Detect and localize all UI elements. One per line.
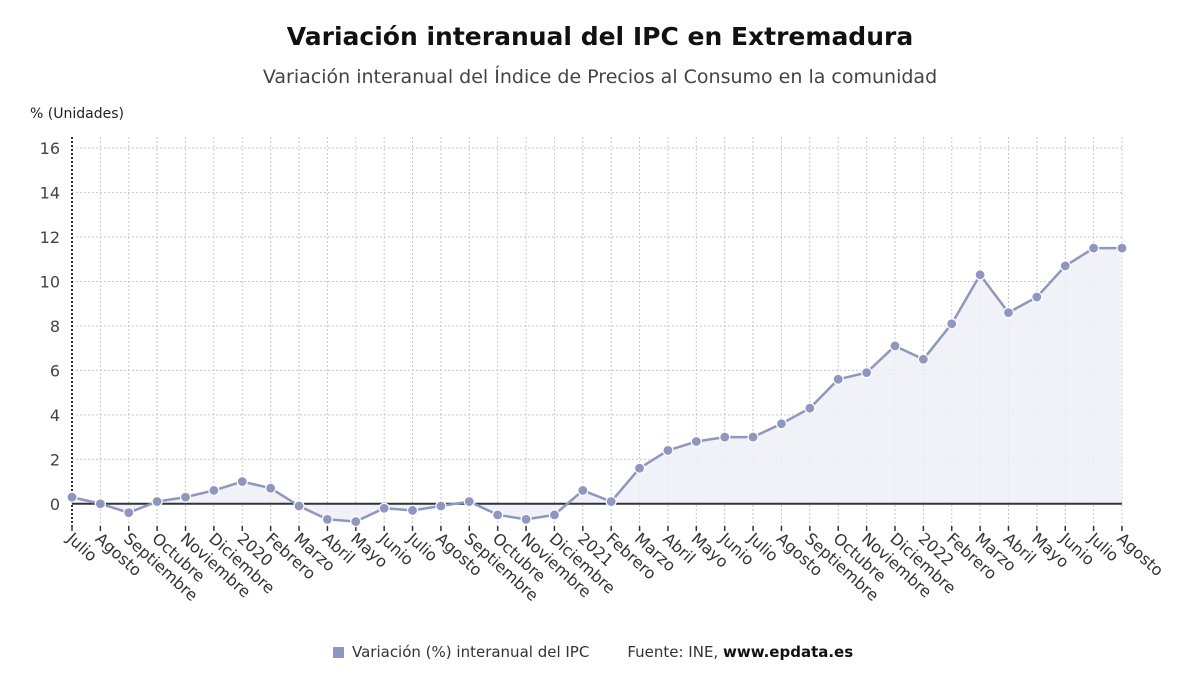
data-point bbox=[94, 498, 106, 510]
data-point bbox=[804, 402, 816, 414]
y-tick-label: 0 bbox=[50, 495, 60, 514]
data-point bbox=[350, 515, 362, 528]
data-point bbox=[151, 495, 163, 508]
data-point bbox=[123, 507, 135, 519]
series-area bbox=[72, 248, 1122, 522]
data-point bbox=[577, 484, 589, 497]
data-point bbox=[832, 373, 844, 385]
y-tick-label: 10 bbox=[40, 272, 60, 291]
data-point bbox=[1116, 242, 1128, 254]
data-point bbox=[265, 482, 277, 494]
data-point bbox=[1088, 242, 1100, 254]
x-tick-labels: JulioAgostoSeptiembreOctubreNoviembreDic… bbox=[63, 528, 1168, 605]
legend-label: Variación (%) interanual del IPC bbox=[352, 643, 590, 661]
data-point bbox=[775, 418, 788, 430]
y-tick-label: 14 bbox=[40, 184, 60, 203]
data-point bbox=[463, 495, 475, 508]
axis-layer bbox=[71, 137, 1123, 531]
data-point bbox=[321, 513, 334, 525]
legend: Variación (%) interanual del IPC Fuente:… bbox=[333, 643, 853, 661]
source-prefix: Fuente: INE, bbox=[627, 643, 719, 661]
y-tick-label: 12 bbox=[40, 228, 60, 247]
data-point bbox=[492, 509, 504, 521]
y-tick-label: 4 bbox=[50, 406, 60, 425]
data-point bbox=[946, 318, 958, 330]
data-point bbox=[889, 340, 901, 352]
y-tick-label: 2 bbox=[50, 450, 60, 469]
data-point bbox=[236, 475, 248, 488]
source-note: Fuente: INE, www.epdata.es bbox=[627, 643, 853, 661]
data-point bbox=[406, 504, 419, 517]
y-tick-label: 8 bbox=[50, 317, 60, 336]
data-point bbox=[860, 367, 873, 379]
data-point bbox=[1059, 260, 1071, 272]
data-point bbox=[747, 431, 759, 443]
data-point bbox=[662, 444, 674, 457]
x-tick-label: Agosto bbox=[1113, 529, 1167, 580]
data-point bbox=[605, 495, 617, 508]
data-point bbox=[917, 353, 929, 365]
data-point bbox=[378, 502, 390, 514]
data-point bbox=[1002, 307, 1015, 319]
data-point bbox=[520, 513, 532, 525]
data-point bbox=[548, 509, 561, 521]
x-tick-label: Julio bbox=[63, 528, 101, 565]
chart-subtitle: Variación interanual del Índice de Preci… bbox=[262, 66, 938, 88]
data-point bbox=[179, 491, 192, 503]
y-tick-labels: 0 2 4 6 8 10 12 14 16 bbox=[40, 139, 60, 514]
y-tick-label: 16 bbox=[40, 139, 60, 158]
point-layer bbox=[66, 242, 1128, 528]
data-point bbox=[974, 269, 986, 281]
data-point bbox=[633, 462, 646, 474]
data-point bbox=[1031, 291, 1043, 303]
y-axis-unit-label: % (Unidades) bbox=[30, 106, 124, 122]
data-point bbox=[293, 500, 305, 512]
source-site[interactable]: www.epdata.es bbox=[722, 643, 854, 661]
data-point bbox=[66, 491, 78, 503]
data-point bbox=[690, 435, 702, 448]
chart-title: Variación interanual del IPC en Extremad… bbox=[286, 22, 914, 51]
data-point bbox=[208, 484, 220, 497]
data-point bbox=[719, 431, 731, 443]
data-point bbox=[435, 500, 447, 512]
area-layer bbox=[72, 248, 1122, 522]
y-tick-label: 6 bbox=[50, 361, 60, 380]
legend-swatch bbox=[333, 646, 344, 658]
